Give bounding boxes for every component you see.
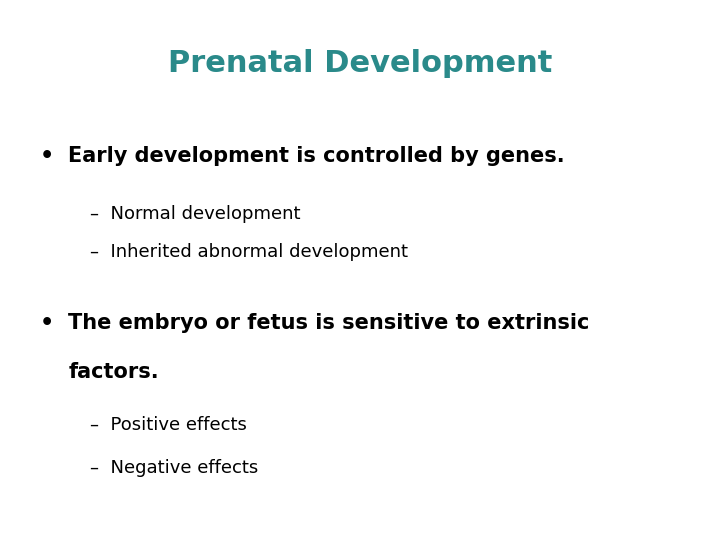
Text: Prenatal Development: Prenatal Development (168, 49, 552, 78)
Text: –  Negative effects: – Negative effects (90, 459, 258, 477)
Text: •: • (40, 146, 54, 166)
Text: –  Positive effects: – Positive effects (90, 416, 247, 434)
Text: Early development is controlled by genes.: Early development is controlled by genes… (68, 146, 565, 166)
Text: factors.: factors. (68, 362, 159, 382)
Text: –  Inherited abnormal development: – Inherited abnormal development (90, 243, 408, 261)
Text: •: • (40, 313, 54, 333)
Text: The embryo or fetus is sensitive to extrinsic: The embryo or fetus is sensitive to extr… (68, 313, 590, 333)
Text: –  Normal development: – Normal development (90, 205, 300, 223)
